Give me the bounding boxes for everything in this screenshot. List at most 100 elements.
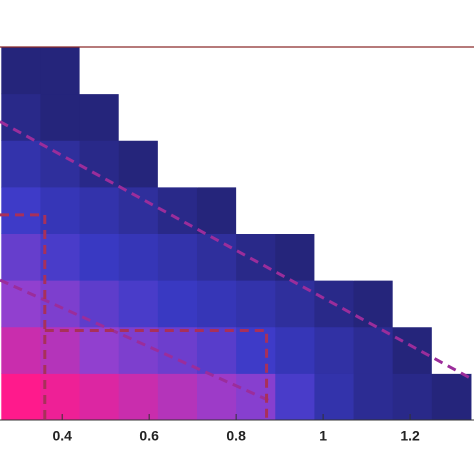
heatmap-cell <box>157 140 198 188</box>
x-tick-label: 0.4 <box>52 428 72 444</box>
heatmap-cell <box>118 47 159 95</box>
heatmap-cell <box>275 233 315 281</box>
heatmap-cell <box>392 93 433 141</box>
heatmap-cell <box>40 373 81 421</box>
heatmap-cell <box>236 186 276 234</box>
heatmap-cell <box>314 140 355 188</box>
heatmap-cell <box>196 47 237 95</box>
heatmap-cell <box>118 93 159 141</box>
heatmap-cell <box>79 93 120 141</box>
heatmap-cell <box>79 47 120 95</box>
x-tick-label: 1 <box>319 428 327 444</box>
heatmap-cell <box>1 233 41 281</box>
heatmap-cell <box>431 186 472 234</box>
heatmap-cell <box>392 140 433 188</box>
x-tick-label: 1.2 <box>400 428 420 444</box>
heatmap-cell <box>275 140 315 188</box>
heatmap-cell <box>236 326 276 374</box>
heatmap-cell <box>353 93 394 141</box>
heatmap-cell <box>431 47 472 95</box>
heatmap-cell <box>353 326 394 374</box>
heatmap-cell <box>1 93 41 141</box>
heatmap-cell <box>1 373 41 421</box>
heatmap-cell <box>1 140 41 188</box>
heatmap-cell <box>1 280 41 328</box>
heatmap-cell <box>236 140 276 188</box>
heatmap-cell <box>314 326 355 374</box>
heatmap-cell <box>431 93 472 141</box>
heatmap-cell <box>275 93 315 141</box>
heatmap-cell <box>236 233 276 281</box>
heatmap-cell <box>118 233 159 281</box>
heatmap-cell <box>1 326 41 374</box>
heatmap-cell <box>353 186 394 234</box>
heatmap-cell <box>79 280 120 328</box>
heatmap-cell <box>236 280 276 328</box>
heatmap <box>1 47 472 421</box>
heatmap-cell <box>196 93 237 141</box>
heatmap-cell <box>353 47 394 95</box>
heatmap-cell <box>431 326 472 374</box>
heatmap-cell <box>314 47 355 95</box>
heatmap-cell <box>196 140 237 188</box>
heatmap-cell <box>118 186 159 234</box>
heatmap-cell <box>118 280 159 328</box>
heatmap-cell <box>157 326 198 374</box>
heatmap-cell <box>118 373 159 421</box>
heatmap-cell <box>314 186 355 234</box>
heatmap-cell <box>314 233 355 281</box>
heatmap-cell <box>79 373 120 421</box>
dashed-cut-line <box>0 213 47 420</box>
heatmap-cell <box>353 373 394 421</box>
heatmap-cell <box>392 233 433 281</box>
heatmap-cell <box>236 47 276 95</box>
heatmap-cell <box>431 140 472 188</box>
heatmap-cell <box>79 140 120 188</box>
heatmap-cell <box>40 233 81 281</box>
heatmap-cell <box>275 47 315 95</box>
heatmap-cell <box>314 373 355 421</box>
heatmap-cell <box>118 140 159 188</box>
heatmap-cell <box>353 280 394 328</box>
heatmap-cell <box>196 326 237 374</box>
heatmap-cell <box>40 93 81 141</box>
heatmap-cell <box>392 373 433 421</box>
heatmap-cell <box>1 47 41 95</box>
heatmap-cell <box>392 280 433 328</box>
heatmap-cell <box>157 47 198 95</box>
heatmap-cell <box>40 186 81 234</box>
heatmap-cell <box>40 326 81 374</box>
heatmap-cell <box>392 326 433 374</box>
heatmap-cell <box>79 233 120 281</box>
heatmap-cell <box>157 233 198 281</box>
heatmap-cell <box>40 280 81 328</box>
heatmap-cell <box>157 280 198 328</box>
heatmap-cell <box>275 186 315 234</box>
heatmap-cell <box>79 186 120 234</box>
heatmap-cell <box>275 373 315 421</box>
heatmap-cell <box>40 47 81 95</box>
heatmap-cell <box>353 233 394 281</box>
heatmap-cell <box>196 186 237 234</box>
x-tick-label: 0.6 <box>139 428 159 444</box>
heatmap-cell <box>431 233 472 281</box>
heatmap-cell <box>431 373 472 421</box>
heatmap-cell <box>431 280 472 328</box>
heatmap-cell <box>392 47 433 95</box>
heatmap-cell <box>1 186 41 234</box>
heatmap-cell <box>236 373 276 421</box>
heatmap-cell <box>196 373 237 421</box>
dashed-cut-line <box>0 278 272 403</box>
heatmap-cell <box>157 373 198 421</box>
heatmap-cell <box>196 280 237 328</box>
heatmap-cell <box>157 93 198 141</box>
heatmap-cell <box>275 280 315 328</box>
heatmap-cell <box>79 326 120 374</box>
heatmap-cell <box>314 93 355 141</box>
heatmap-cell <box>275 326 315 374</box>
heatmap-cell <box>353 140 394 188</box>
x-tick-label: 0.8 <box>226 428 246 444</box>
heatmap-cell <box>236 93 276 141</box>
heatmap-cell <box>118 326 159 374</box>
